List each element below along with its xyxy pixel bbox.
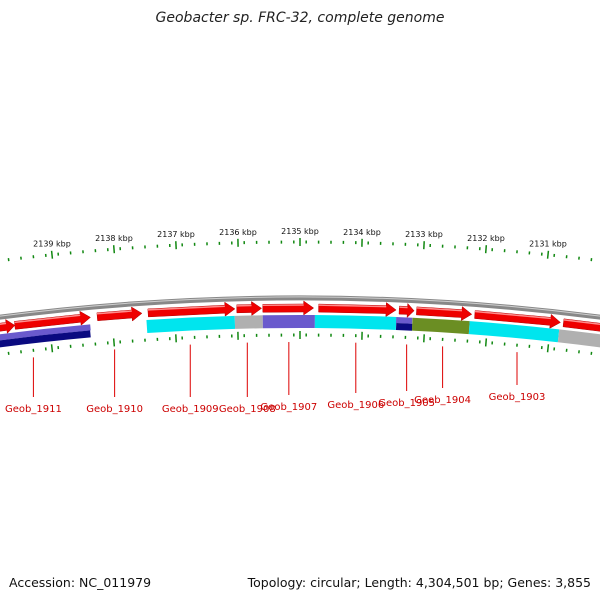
tick-label: 2134 kbp	[343, 228, 381, 237]
page-title: Geobacter sp. FRC-32, complete genome	[155, 10, 445, 26]
tick-label: 2139 kbp	[33, 240, 71, 249]
gene-arrow	[474, 310, 561, 329]
major-tick	[112, 338, 116, 347]
cog-block-cyan	[314, 315, 397, 330]
gene-track	[0, 300, 600, 334]
gene-arrow	[262, 300, 315, 316]
cog-block-cyan	[468, 321, 560, 343]
gene-arrow-highlight	[416, 307, 463, 312]
gene-label: Geob_1909	[162, 404, 219, 415]
cog-block-slate	[395, 316, 413, 324]
major-tick	[112, 245, 116, 254]
gene-arrow	[96, 306, 143, 322]
backbone-ring	[0, 295, 600, 320]
major-tick	[50, 344, 54, 353]
gene-label: Geob_1908	[219, 404, 276, 415]
tick-label: 2136 kbp	[219, 228, 257, 237]
gene-label: Geob_1910	[86, 404, 143, 415]
cog-block-slate	[262, 315, 315, 329]
gene-arrow-highlight	[96, 310, 132, 315]
tick-label: 2133 kbp	[405, 230, 443, 239]
cog-block-olive	[411, 317, 470, 335]
accession-text: Accession: NC_011979	[9, 575, 152, 590]
cog-block-cyan	[146, 315, 236, 334]
tick-label: 2131 kbp	[529, 240, 567, 249]
gene-label: Geob_1907	[260, 402, 317, 413]
gene-arrow-highlight	[474, 310, 551, 320]
gene-arrow	[398, 302, 415, 319]
cog-block-gray	[557, 329, 600, 348]
gene-label: Geob_1905	[378, 398, 435, 409]
gene-label: Geob_1906	[327, 400, 384, 411]
gene-label: Geob_1903	[489, 392, 546, 403]
cog-block-slate	[0, 324, 91, 341]
gene-label: Geob_1911	[5, 404, 62, 415]
cog-block-navy	[0, 330, 91, 348]
gene-arrow-highlight	[14, 314, 81, 324]
gene-label: Geob_1904	[414, 395, 471, 406]
gene-labels: Geob_1911 Geob_1910 Geob_1909 Geob_1908Geob…	[5, 342, 545, 415]
cog-track	[0, 315, 600, 348]
genome-summary: Topology: circular; Length: 4,304,501 bp…	[247, 575, 591, 590]
major-tick	[50, 250, 54, 259]
scale-track: 2139 kbp 2138 kbp 2137 kbp 2136 kbp 2135 kbp…	[7, 227, 593, 355]
tick-label: 2138 kbp	[95, 234, 133, 243]
tick-label: 2135 kbp	[281, 227, 319, 236]
gene-arrow-highlight	[147, 305, 225, 311]
gene-arrow	[236, 301, 262, 316]
major-tick	[546, 344, 550, 353]
tick-label: 2132 kbp	[467, 234, 505, 243]
gene-arrow	[0, 318, 16, 334]
genome-backbone	[0, 295, 600, 320]
gene-arrow	[562, 318, 600, 332]
cog-block-navy	[395, 322, 413, 331]
gene-arrow-highlight	[0, 322, 7, 325]
tick-label: 2137 kbp	[157, 230, 195, 239]
backbone-highlight	[0, 296, 600, 317]
gene-arrow	[147, 301, 236, 318]
major-tick	[484, 245, 488, 254]
cog-block-gray	[234, 315, 263, 329]
gene-arrow-highlight	[318, 304, 387, 308]
major-tick	[546, 250, 550, 259]
major-tick	[484, 338, 488, 347]
